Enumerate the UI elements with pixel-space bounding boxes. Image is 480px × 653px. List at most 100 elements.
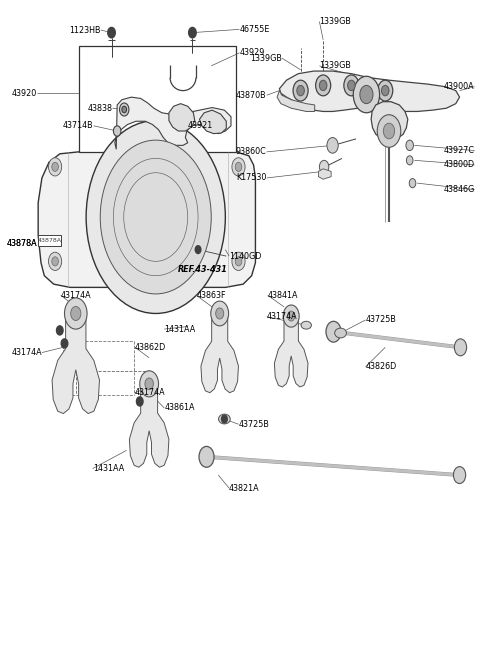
Circle shape xyxy=(108,27,115,38)
Circle shape xyxy=(122,106,127,113)
Text: 43878A: 43878A xyxy=(7,238,37,247)
Text: 1339GB: 1339GB xyxy=(250,54,282,63)
Circle shape xyxy=(235,257,242,266)
Text: 1140GD: 1140GD xyxy=(229,251,262,261)
Circle shape xyxy=(406,140,413,151)
Text: 43841A: 43841A xyxy=(268,291,298,300)
Polygon shape xyxy=(318,169,331,179)
Circle shape xyxy=(283,305,299,327)
Text: 43929: 43929 xyxy=(240,48,265,57)
Circle shape xyxy=(64,298,87,329)
Circle shape xyxy=(120,103,129,116)
Text: 43878A: 43878A xyxy=(7,238,37,247)
Text: 1339GB: 1339GB xyxy=(319,17,351,26)
Circle shape xyxy=(297,86,304,96)
Circle shape xyxy=(316,75,331,96)
Circle shape xyxy=(455,339,467,356)
Circle shape xyxy=(216,308,224,319)
Circle shape xyxy=(211,301,228,326)
Text: 43921: 43921 xyxy=(188,121,213,131)
Circle shape xyxy=(377,115,401,148)
Text: 43846G: 43846G xyxy=(444,185,475,194)
Text: 43826D: 43826D xyxy=(365,362,397,372)
Text: 43863F: 43863F xyxy=(196,291,226,300)
Circle shape xyxy=(344,75,359,96)
Text: K17530: K17530 xyxy=(236,174,267,182)
Circle shape xyxy=(409,178,416,187)
Polygon shape xyxy=(277,91,315,112)
Polygon shape xyxy=(275,319,308,387)
Circle shape xyxy=(232,158,245,176)
Circle shape xyxy=(288,311,295,321)
Circle shape xyxy=(319,161,329,173)
Text: 43174A: 43174A xyxy=(61,291,91,300)
Circle shape xyxy=(326,321,341,342)
Text: 43174A: 43174A xyxy=(12,348,42,357)
Circle shape xyxy=(140,371,158,397)
Circle shape xyxy=(145,378,154,390)
Text: 43714B: 43714B xyxy=(63,121,94,131)
Circle shape xyxy=(57,326,63,335)
Circle shape xyxy=(454,467,466,483)
Circle shape xyxy=(232,252,245,270)
Polygon shape xyxy=(130,387,169,468)
Circle shape xyxy=(61,339,68,348)
Text: 93860C: 93860C xyxy=(236,148,267,156)
Text: 43821A: 43821A xyxy=(229,484,260,492)
Circle shape xyxy=(48,252,61,270)
Bar xyxy=(79,46,236,152)
Text: 1431AA: 1431AA xyxy=(164,325,195,334)
Circle shape xyxy=(100,140,211,294)
Bar xyxy=(38,235,61,246)
Circle shape xyxy=(235,163,242,172)
Circle shape xyxy=(382,86,389,96)
Text: 43927C: 43927C xyxy=(444,146,475,155)
Text: 43174A: 43174A xyxy=(135,389,166,398)
Polygon shape xyxy=(169,104,195,131)
Text: 46755E: 46755E xyxy=(240,25,270,34)
Text: 43900A: 43900A xyxy=(444,82,475,91)
Circle shape xyxy=(360,86,373,104)
Text: 43725B: 43725B xyxy=(365,315,396,325)
Circle shape xyxy=(71,306,81,321)
Text: REF.43-431: REF.43-431 xyxy=(178,264,227,274)
Circle shape xyxy=(189,27,196,38)
Ellipse shape xyxy=(218,414,230,424)
Text: 43800D: 43800D xyxy=(444,161,475,169)
Polygon shape xyxy=(371,102,408,141)
Text: 43861A: 43861A xyxy=(164,404,195,413)
Text: 1431AA: 1431AA xyxy=(93,464,124,473)
Circle shape xyxy=(319,80,327,91)
Text: 1339GB: 1339GB xyxy=(319,61,351,71)
Text: 43878A: 43878A xyxy=(37,238,61,243)
Text: 43920: 43920 xyxy=(12,89,37,98)
Circle shape xyxy=(353,76,380,113)
Polygon shape xyxy=(115,97,231,150)
Circle shape xyxy=(327,138,338,153)
Circle shape xyxy=(52,257,59,266)
Circle shape xyxy=(407,156,413,165)
Circle shape xyxy=(199,447,214,468)
Circle shape xyxy=(113,126,121,136)
Ellipse shape xyxy=(335,328,347,338)
Circle shape xyxy=(222,415,227,423)
Ellipse shape xyxy=(301,321,312,329)
Text: 1123HB: 1123HB xyxy=(69,25,101,35)
Text: 43174A: 43174A xyxy=(267,312,297,321)
Circle shape xyxy=(293,80,308,101)
Circle shape xyxy=(48,158,61,176)
Circle shape xyxy=(384,123,395,139)
Text: 43870B: 43870B xyxy=(236,91,267,100)
Text: 43838: 43838 xyxy=(87,104,112,113)
Polygon shape xyxy=(201,317,239,392)
Polygon shape xyxy=(279,71,459,112)
Text: 43862D: 43862D xyxy=(135,343,166,352)
Circle shape xyxy=(348,80,355,91)
Circle shape xyxy=(378,80,393,101)
Polygon shape xyxy=(52,317,99,413)
Circle shape xyxy=(195,246,201,253)
Circle shape xyxy=(136,397,143,406)
Text: 43725B: 43725B xyxy=(239,420,269,429)
Polygon shape xyxy=(38,152,255,287)
Polygon shape xyxy=(200,110,226,134)
